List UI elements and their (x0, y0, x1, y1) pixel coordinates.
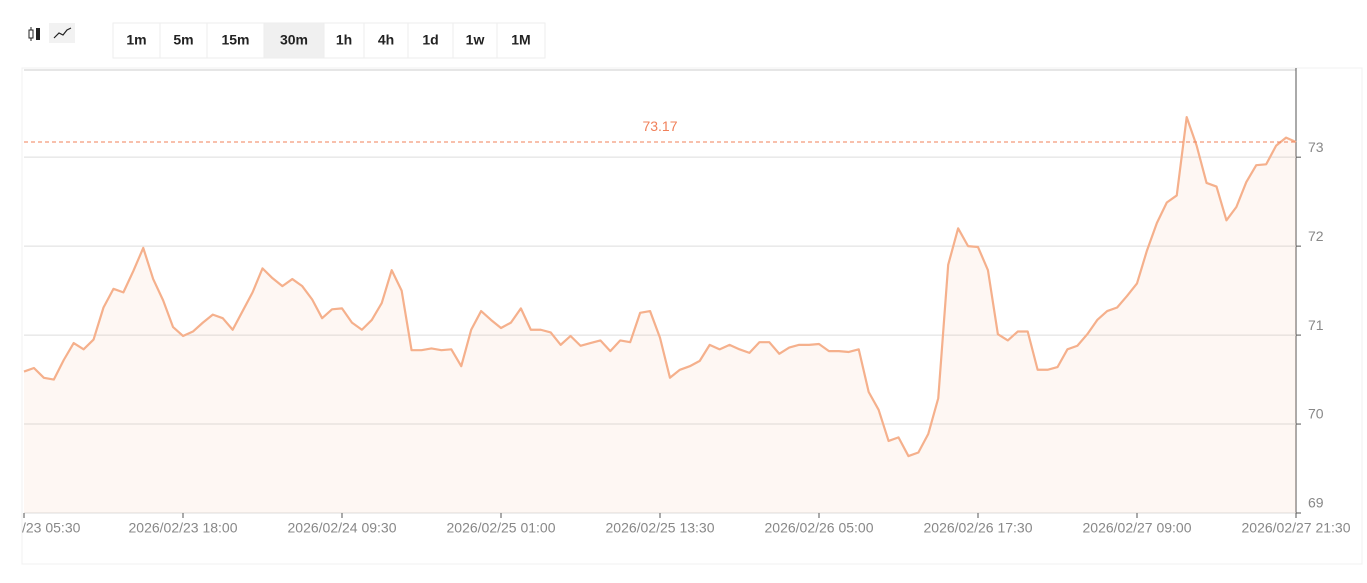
button-label[interactable]: 30m (280, 32, 308, 48)
x-tick-label: 2026/02/25 13:30 (606, 520, 715, 536)
button-label[interactable]: 1w (466, 32, 485, 48)
x-tick-label: 2026/02/26 17:30 (924, 520, 1033, 536)
x-tick-label: 2026/02/27 09:00 (1083, 520, 1192, 536)
x-tick-label: 2026/02/25 01:00 (447, 520, 556, 536)
x-tick-label: 2026/02/27 21:30 (1242, 520, 1351, 536)
chart-frame (21, 67, 1363, 565)
y-tick-label: 72 (1308, 228, 1324, 244)
button-label[interactable]: 1M (511, 32, 530, 48)
x-tick-label: /23 05:30 (22, 520, 81, 536)
icon-body (28, 29, 34, 39)
reference-label: 73.17 (642, 118, 677, 134)
button-bg[interactable] (363, 22, 409, 59)
button-bg[interactable] (159, 22, 208, 59)
interval-button[interactable]: 1M (496, 22, 546, 59)
y-tick-label: 71 (1308, 317, 1324, 333)
button-label[interactable]: 1m (126, 32, 146, 48)
interval-bar: 1m 5m 15m 30m 1h 4h 1d 1w 1M (112, 22, 546, 59)
button-bg[interactable] (452, 22, 498, 59)
button-bg[interactable] (206, 22, 265, 59)
interval-button[interactable]: 1h (323, 22, 365, 59)
x-tick-label: 2026/02/26 05:00 (765, 520, 874, 536)
button-bg[interactable] (407, 22, 454, 59)
x-tick-label: 2026/02/23 18:00 (129, 520, 238, 536)
interval-button[interactable]: 15m (206, 22, 265, 59)
line (23, 116, 1297, 458)
chart-type-line[interactable] (49, 23, 75, 43)
plot: 69 70 71 72 73/23 05:30 2026/02/23 18:00 2026/… (22, 68, 1351, 536)
x-tick-label: 2026/02/24 09:30 (288, 520, 397, 536)
interval-button[interactable]: 1m (112, 22, 161, 59)
button-label[interactable]: 5m (173, 32, 193, 48)
icon-bg[interactable] (23, 25, 45, 43)
button-bg[interactable] (263, 22, 325, 59)
interval-button[interactable]: 1w (452, 22, 498, 59)
interval-button[interactable]: 30m (263, 22, 325, 59)
icon-line (53, 27, 72, 39)
button-label[interactable]: 1h (336, 32, 352, 48)
area (24, 117, 1296, 514)
button-label[interactable]: 15m (221, 32, 249, 48)
y-tick-label: 73 (1308, 139, 1324, 155)
icon-bg[interactable] (49, 23, 75, 43)
button-label[interactable]: 4h (378, 32, 394, 48)
interval-button[interactable]: 5m (159, 22, 208, 59)
icon-body (36, 28, 40, 40)
button-label[interactable]: 1d (422, 32, 438, 48)
chart-type-candle[interactable] (23, 25, 45, 43)
y-tick-label: 70 (1308, 406, 1324, 422)
y-tick-label: 69 (1308, 495, 1324, 511)
button-bg[interactable] (496, 22, 546, 59)
interval-button[interactable]: 4h (363, 22, 409, 59)
interval-button[interactable]: 1d (407, 22, 454, 59)
